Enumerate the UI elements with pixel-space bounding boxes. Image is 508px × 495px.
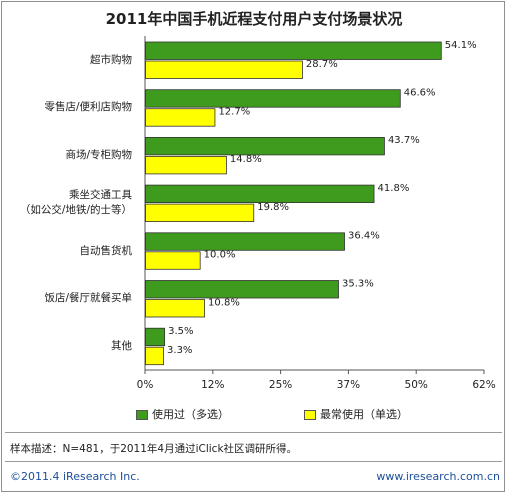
divider-top <box>5 432 502 433</box>
bar-chart: 0% 12% 25% 37% 50% 62% 54.1% 28.7% 46.6% 12.7% 43.… <box>137 36 496 391</box>
legend-item-used: 使用过（多选） <box>136 406 229 422</box>
x-tick-label: 25% <box>269 379 292 391</box>
data-label: 3.5% <box>168 326 193 337</box>
chart-title: 2011年中国手机近程支付用户支付场景状况 <box>105 10 403 28</box>
bar <box>145 155 227 175</box>
bar <box>145 41 442 60</box>
bar <box>145 184 375 204</box>
category-label: 超市购物 <box>90 53 132 68</box>
data-label: 28.7% <box>306 59 338 70</box>
x-tick-label: 12% <box>201 379 224 391</box>
bar <box>145 60 303 79</box>
x-tick-label: 37% <box>337 379 360 391</box>
bar <box>145 327 166 347</box>
x-tick-label: 50% <box>405 379 428 391</box>
bar <box>145 251 201 270</box>
category-label-line: 饭店/餐厅就餐买单 <box>44 292 132 305</box>
category-label-line: 自动售货机 <box>79 244 133 257</box>
data-label: 46.6% <box>404 87 436 98</box>
footer-url: www.iresearch.com.cn <box>376 470 500 483</box>
x-tick-label: 62% <box>472 379 495 391</box>
data-label: 54.1% <box>445 40 477 51</box>
bar <box>145 280 339 299</box>
legend-swatch-used <box>136 410 148 420</box>
category-label-line: 其他 <box>111 339 132 352</box>
category-label-line: 商场/专柜购物 <box>65 149 132 162</box>
bar <box>145 136 385 156</box>
data-label: 10.0% <box>204 250 236 261</box>
data-label: 36.4% <box>348 231 380 242</box>
legend-swatch-most <box>304 410 316 420</box>
category-label: 零售店/便利店购物 <box>44 100 132 115</box>
category-label: 饭店/餐厅就餐买单 <box>44 291 132 306</box>
category-label: 自动售货机 <box>80 244 133 259</box>
divider-bottom <box>5 461 502 462</box>
data-label: 10.8% <box>208 297 240 308</box>
bar <box>145 232 345 251</box>
category-label-line: 乘坐交通工具 <box>69 189 132 202</box>
legend-label-used: 使用过（多选） <box>152 408 229 421</box>
bar <box>145 346 164 366</box>
data-label: 43.7% <box>388 135 420 146</box>
bar <box>145 203 255 223</box>
legend-item-most: 最常使用（单选） <box>304 406 408 422</box>
data-label: 19.8% <box>257 202 289 213</box>
x-tick-label: 0% <box>137 379 154 391</box>
category-label-line: （如公交/地铁/的士等） <box>19 204 132 217</box>
bar <box>145 89 401 108</box>
data-label: 12.7% <box>218 106 250 117</box>
category-label: 其他 <box>111 339 132 354</box>
bar <box>145 108 216 127</box>
data-label: 35.3% <box>342 278 374 289</box>
bar <box>145 299 205 318</box>
category-label-line: 超市购物 <box>90 53 132 66</box>
data-label: 41.8% <box>378 183 410 194</box>
data-label: 14.8% <box>230 154 262 165</box>
legend-label-most: 最常使用（单选） <box>320 408 408 421</box>
sample-note: 样本描述：N=481，于2011年4月通过iClick社区调研所得。 <box>10 443 298 455</box>
category-label: 乘坐交通工具 （如公交/地铁/的士等） <box>20 188 132 218</box>
category-label: 商场/专柜购物 <box>65 148 132 163</box>
footer-copyright: ©2011.4 iResearch Inc. <box>10 470 140 483</box>
data-label: 3.3% <box>167 345 192 356</box>
category-label-line: 零售店/便利店购物 <box>44 101 132 114</box>
